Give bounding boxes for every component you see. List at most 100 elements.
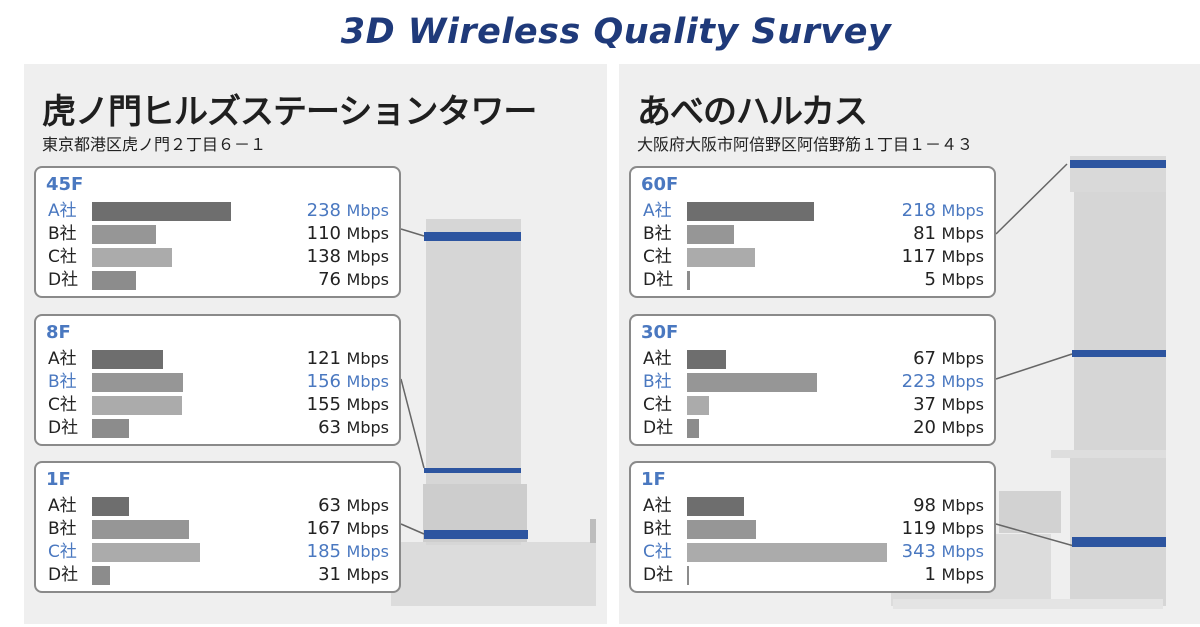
building-lower-block: [1070, 458, 1166, 606]
unit-label: Mbps: [941, 496, 984, 515]
floor-box-60f: 60F A社 218 Mbps B社 81 Mbps C社 117 Mbps D社 5 Mbps: [629, 166, 996, 298]
carrier-label: C社: [643, 542, 672, 562]
throughput-value: 119: [901, 518, 936, 539]
throughput-bar: [687, 225, 734, 244]
building-name: 虎ノ門ヒルズステーションタワー: [42, 92, 537, 132]
floor-band-1f: [424, 530, 528, 539]
throughput-bar: [92, 225, 156, 244]
throughput-bar: [92, 520, 189, 539]
throughput-value: 20: [913, 417, 936, 438]
throughput-value: 218: [901, 200, 936, 221]
carrier-row: C社 138 Mbps: [36, 246, 399, 268]
unit-label: Mbps: [346, 519, 389, 538]
unit-label: Mbps: [346, 247, 389, 266]
throughput-value: 343: [901, 541, 936, 562]
throughput-bar: [92, 396, 182, 415]
carrier-label: C社: [48, 542, 77, 562]
unit-label: Mbps: [941, 270, 984, 289]
unit-label: Mbps: [941, 542, 984, 561]
throughput-bar: [92, 543, 200, 562]
carrier-label: B社: [48, 224, 77, 244]
throughput-bar: [687, 350, 726, 369]
unit-label: Mbps: [941, 224, 984, 243]
building-base: [391, 542, 596, 606]
throughput-bar: [687, 271, 690, 290]
building-panel-abeno-harukas: あべのハルカス 大阪府大阪市阿倍野区阿倍野筋１丁目１－４３ 60F A社 218 M…: [619, 64, 1200, 624]
carrier-label: B社: [643, 224, 672, 244]
main-title: 3D Wireless Quality Survey: [340, 12, 892, 52]
unit-label: Mbps: [346, 349, 389, 368]
carrier-label: B社: [48, 519, 77, 539]
building-annex-block: [999, 491, 1061, 533]
unit-label: Mbps: [346, 565, 389, 584]
floor-label: 30F: [641, 322, 679, 343]
throughput-value: 167: [306, 518, 341, 539]
floor-label: 1F: [46, 469, 71, 490]
carrier-label: A社: [48, 496, 77, 516]
throughput-value: 5: [924, 269, 936, 290]
carrier-row: C社 117 Mbps: [631, 246, 994, 268]
connector-line-1f: [995, 523, 1075, 547]
throughput-value: 67: [913, 348, 936, 369]
carrier-label: C社: [48, 395, 77, 415]
unit-label: Mbps: [941, 395, 984, 414]
carrier-label: C社: [48, 247, 77, 267]
throughput-bar: [687, 396, 709, 415]
carrier-row: A社 238 Mbps: [36, 200, 399, 222]
building-address: 大阪府大阪市阿倍野区阿倍野筋１丁目１－４３: [637, 135, 974, 154]
throughput-value: 63: [318, 495, 341, 516]
throughput-bar: [687, 202, 814, 221]
unit-label: Mbps: [346, 270, 389, 289]
throughput-bar: [92, 566, 110, 585]
building-name: あべのハルカス: [637, 92, 868, 132]
unit-label: Mbps: [941, 372, 984, 391]
throughput-value: 98: [913, 495, 936, 516]
throughput-value: 1: [924, 564, 936, 585]
throughput-value: 138: [306, 246, 341, 267]
floor-box-30f: 30F A社 67 Mbps B社 223 Mbps C社 37 Mbps D社 20 Mbps: [629, 314, 996, 446]
connector-line-30f: [995, 353, 1073, 380]
carrier-row: B社 223 Mbps: [631, 371, 994, 393]
throughput-bar: [92, 497, 129, 516]
floor-box-8f: 8F A社 121 Mbps B社 156 Mbps C社 155 Mbps D社 63 Mbps: [34, 314, 401, 446]
floor-box-1f: 1F A社 98 Mbps B社 119 Mbps C社 343 Mbps D社 1 Mbps: [629, 461, 996, 593]
unit-label: Mbps: [346, 418, 389, 437]
unit-label: Mbps: [941, 519, 984, 538]
unit-label: Mbps: [346, 372, 389, 391]
unit-label: Mbps: [941, 565, 984, 584]
throughput-bar: [687, 520, 756, 539]
floor-band-8f: [424, 468, 521, 473]
carrier-row: A社 121 Mbps: [36, 348, 399, 370]
throughput-value: 223: [901, 371, 936, 392]
carrier-row: D社 76 Mbps: [36, 269, 399, 291]
carrier-row: C社 185 Mbps: [36, 541, 399, 563]
carrier-label: B社: [643, 372, 672, 392]
floor-box-1f: 1F A社 63 Mbps B社 167 Mbps C社 185 Mbps D社 31 Mbps: [34, 461, 401, 593]
carrier-label: D社: [48, 565, 79, 585]
connector-line-45f: [400, 228, 425, 237]
throughput-value: 63: [318, 417, 341, 438]
building-address: 東京都港区虎ノ門２丁目６－１: [42, 135, 267, 154]
unit-label: Mbps: [941, 349, 984, 368]
floor-label: 1F: [641, 469, 666, 490]
carrier-label: A社: [48, 349, 77, 369]
floor-band-1f: [1072, 537, 1166, 547]
carrier-label: D社: [48, 418, 79, 438]
throughput-value: 156: [306, 371, 341, 392]
carrier-row: D社 31 Mbps: [36, 564, 399, 586]
carrier-label: C社: [643, 395, 672, 415]
building-side-wing: [590, 519, 596, 543]
carrier-row: D社 5 Mbps: [631, 269, 994, 291]
carrier-row: D社 20 Mbps: [631, 417, 994, 439]
carrier-label: C社: [643, 247, 672, 267]
throughput-bar: [687, 419, 699, 438]
floor-label: 8F: [46, 322, 71, 343]
floor-label: 60F: [641, 174, 679, 195]
unit-label: Mbps: [346, 496, 389, 515]
carrier-label: A社: [48, 201, 77, 221]
carrier-row: B社 167 Mbps: [36, 518, 399, 540]
unit-label: Mbps: [346, 224, 389, 243]
carrier-label: A社: [643, 201, 672, 221]
throughput-value: 238: [306, 200, 341, 221]
connector-line-8f: [400, 378, 425, 469]
